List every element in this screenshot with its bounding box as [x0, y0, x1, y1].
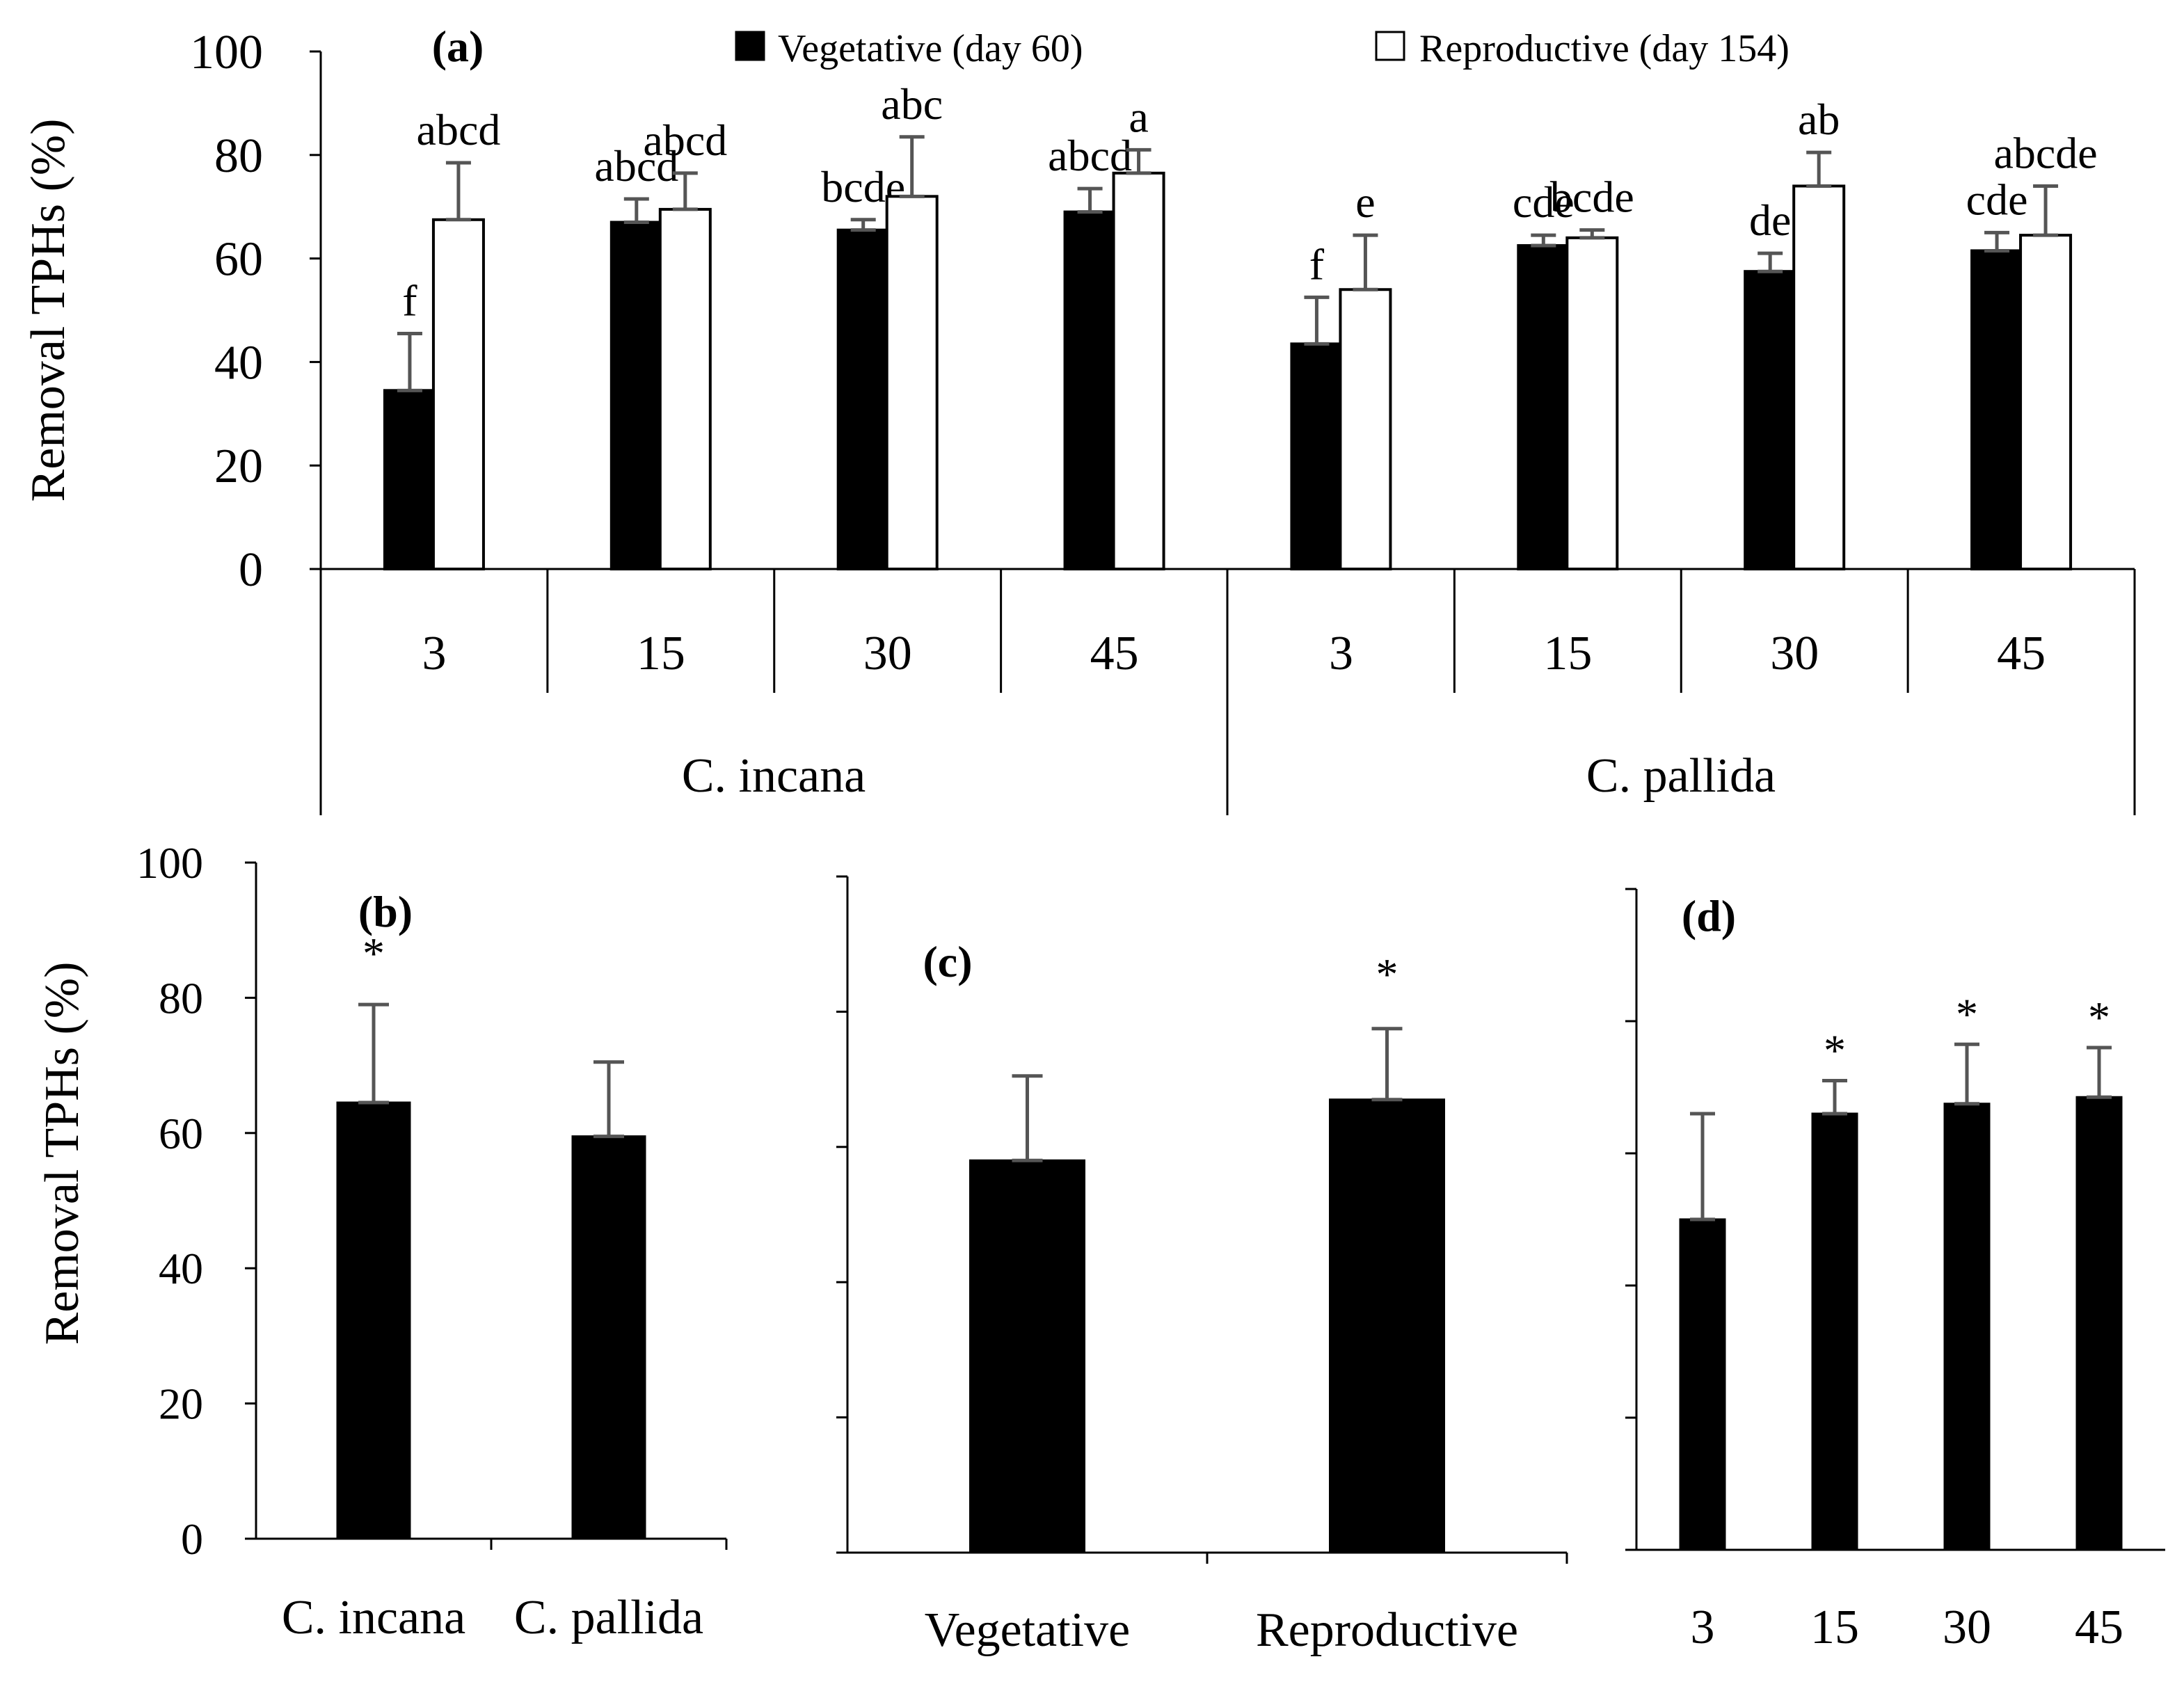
d-bar	[1943, 1103, 1991, 1551]
a-significance-letter: f	[1309, 239, 1325, 289]
a-bar	[1565, 236, 1619, 570]
a-significance-letter: a	[1129, 92, 1148, 141]
a-group-label: C. incana	[682, 749, 866, 803]
a-y-tick-label: 80	[214, 129, 263, 183]
a-significance-letter: abcd	[417, 105, 501, 154]
d-x-tick-label: 30	[1943, 1601, 1991, 1654]
a-bar	[431, 218, 485, 570]
b-y-tick-label: 80	[159, 973, 203, 1023]
panel-d: 3 15 * 30 * 45 * (d)	[1625, 888, 2165, 1654]
a-significance-letter: ab	[1798, 95, 1840, 144]
a-significance-letter: e	[1355, 177, 1375, 227]
a-bar	[2019, 234, 2073, 570]
d-bar	[1679, 1218, 1726, 1551]
panel-a: 0 20 40 60 80 100 Removal TPHs (%) 3 15 30 45 3 15 30…	[22, 22, 2136, 815]
a-bar	[1744, 270, 1797, 570]
a-x-tick-label: 15	[637, 627, 685, 680]
a-bar	[836, 228, 890, 570]
a-bar	[1290, 342, 1344, 570]
b-x-tick-label: C. incana	[282, 1591, 465, 1644]
d-x-tick-label: 15	[1810, 1601, 1859, 1654]
d-bar	[2075, 1096, 2123, 1551]
c-bar	[969, 1159, 1085, 1554]
a-bar	[1339, 288, 1392, 570]
a-x-tick-label: 30	[1770, 627, 1819, 680]
c-x-tick-label: Reproductive	[1256, 1603, 1518, 1657]
b-significance-mark: *	[362, 929, 385, 978]
a-significance-letter: f	[402, 275, 417, 325]
a-y-tick-label: 100	[190, 26, 263, 79]
a-bar	[609, 221, 663, 570]
d-bar	[1811, 1112, 1858, 1551]
a-bar	[1970, 249, 2024, 570]
b-y-tick-label: 20	[159, 1379, 203, 1429]
a-group-label: C. pallida	[1586, 749, 1776, 803]
a-significance-letter: abc	[881, 79, 943, 129]
a-bar	[383, 389, 436, 570]
b-y-axis-label: Removal TPHs (%)	[35, 962, 89, 1345]
a-bar	[1112, 171, 1165, 570]
a-legend-label: Vegetative (day 60)	[778, 27, 1083, 70]
panel-c: Vegetative Reproductive * (c)	[836, 875, 1568, 1657]
a-y-tick-label: 40	[214, 336, 263, 390]
a-panel-label: (a)	[432, 22, 484, 71]
d-x-tick-label: 3	[1691, 1601, 1715, 1654]
a-bar	[658, 207, 712, 571]
a-bar	[885, 195, 939, 570]
d-x-tick-label: 45	[2075, 1601, 2123, 1654]
a-bar	[1792, 184, 1846, 570]
a-legend-label: Reproductive (day 154)	[1419, 27, 1790, 70]
d-panel-label: (d)	[1682, 891, 1736, 940]
c-significance-mark: *	[1376, 950, 1398, 999]
c-x-tick-label: Vegetative	[925, 1603, 1130, 1657]
a-significance-letter: cde	[1966, 175, 2028, 224]
a-bar	[1063, 210, 1117, 570]
a-y-tick-label: 60	[214, 233, 263, 287]
b-bar	[336, 1101, 411, 1540]
a-significance-letter: cde	[1513, 177, 1575, 227]
a-bar	[1517, 244, 1570, 570]
a-legend-swatch-vegetative	[735, 31, 765, 61]
a-x-tick-label: 30	[863, 627, 912, 680]
c-bar	[1329, 1098, 1445, 1554]
b-x-tick-label: C. pallida	[514, 1591, 703, 1644]
a-x-tick-label: 45	[1997, 627, 2046, 680]
d-significance-mark: *	[1956, 989, 1978, 1039]
a-significance-letter: bcde	[1550, 173, 1634, 222]
a-legend-swatch-reproductive	[1375, 31, 1405, 61]
a-significance-letter: abcde	[1993, 128, 2097, 177]
a-x-tick-label: 15	[1543, 627, 1592, 680]
panel-b: 0 20 40 60 80 100 Removal TPHs (%) C. incana * C.…	[35, 838, 728, 1644]
b-y-tick-label: 40	[159, 1244, 203, 1293]
c-panel-label: (c)	[923, 937, 972, 986]
b-y-tick-label: 60	[159, 1109, 203, 1158]
a-x-tick-label: 3	[422, 627, 446, 680]
a-x-tick-label: 3	[1329, 627, 1353, 680]
a-y-tick-label: 0	[239, 543, 263, 597]
a-significance-letter: abcd	[643, 115, 727, 165]
b-y-tick-label: 100	[136, 838, 203, 888]
b-bar	[571, 1135, 646, 1540]
a-significance-letter: abcd	[594, 141, 678, 191]
a-x-tick-label: 45	[1090, 627, 1139, 680]
d-significance-mark: *	[1824, 1026, 1846, 1075]
b-panel-label: (b)	[358, 887, 413, 936]
a-y-tick-label: 20	[214, 440, 263, 493]
b-y-tick-label: 0	[181, 1514, 203, 1564]
a-y-axis-label: Removal TPHs (%)	[22, 119, 75, 502]
d-significance-mark: *	[2088, 993, 2110, 1042]
a-significance-letter: de	[1749, 195, 1791, 245]
